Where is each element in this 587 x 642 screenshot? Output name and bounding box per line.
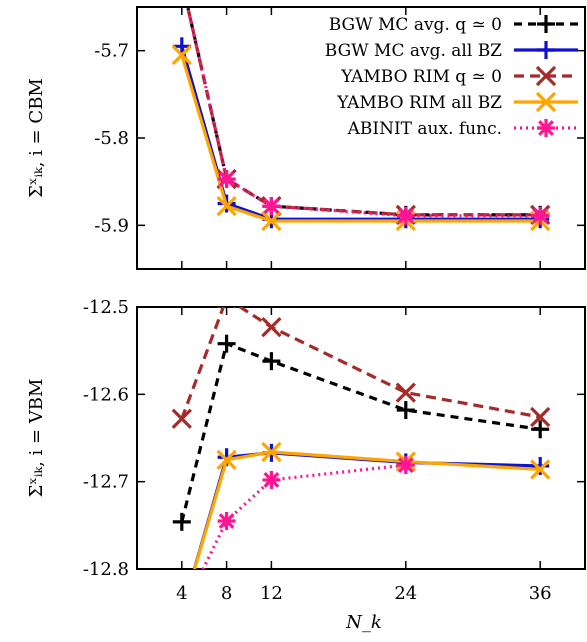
x-tick-marks-cbm: [181, 7, 541, 269]
data-point: [261, 316, 282, 338]
y-tick-label: -12.6: [83, 384, 129, 405]
x-tick-label: 8: [221, 583, 232, 604]
legend: BGW MC avg. q ≃ 0 BGW MC avg. all BZ YAMBO…: [325, 15, 578, 139]
y-tick-label: -12.5: [83, 297, 129, 318]
y-tick-label: -5.8: [94, 128, 129, 149]
data-point: [173, 604, 191, 622]
legend-label: ABINIT aux. func.: [347, 119, 502, 139]
x-tick-label: 24: [394, 583, 417, 604]
legend-entry-3: YAMBO RIM q ≃ 0: [340, 65, 578, 87]
legend-marker: [535, 65, 557, 87]
y-tick-label: -5.9: [94, 215, 129, 236]
panel-vbm: -12.5 -12.6 -12.7 -12.8 Σˣᵢₖ, i = VBM: [26, 297, 586, 622]
data-point: [396, 456, 415, 475]
data-point: [217, 511, 236, 530]
legend-entry-1: BGW MC avg. q ≃ 0: [329, 15, 578, 35]
data-point: [216, 449, 237, 470]
legend-label: YAMBO RIM q ≃ 0: [340, 67, 502, 87]
data-point: [216, 195, 237, 217]
y-ticks-cbm: -5.7 -5.8 -5.9: [94, 41, 585, 236]
data-point: [530, 406, 551, 428]
data-point: [395, 382, 416, 403]
series-cbm: [171, 7, 551, 232]
data-point: [172, 512, 191, 531]
legend-label: BGW MC avg. q ≃ 0: [329, 15, 502, 35]
series-line: [192, 451, 541, 569]
data-point: [173, 604, 191, 622]
legend-marker: [537, 119, 555, 137]
y-axis-label-vbm: Σˣᵢₖ, i = VBM: [26, 379, 47, 498]
legend-label: BGW MC avg. all BZ: [325, 41, 502, 61]
legend-marker: [537, 15, 555, 33]
series-cbm-5: [186, 7, 550, 225]
x-tick-labels: 4 8 12 24 36: [176, 583, 552, 604]
data-point: [171, 408, 192, 429]
series-vbm-3: [171, 307, 551, 429]
legend-marker: [537, 41, 555, 59]
legend-entry-2: BGW MC avg. all BZ: [325, 41, 578, 61]
x-axis-label: N_k: [345, 612, 382, 633]
plot-frame-vbm: [136, 306, 586, 570]
data-point: [173, 604, 191, 622]
data-point: [396, 206, 415, 225]
y-ticks-vbm: -12.5 -12.6 -12.7 -12.8: [83, 297, 585, 580]
y-tick-label: -12.8: [83, 559, 129, 580]
data-point: [531, 206, 550, 225]
series-line: [192, 450, 541, 569]
data-point: [172, 37, 191, 56]
data-point: [262, 197, 281, 216]
data-point: [531, 456, 550, 475]
series-line: [180, 307, 541, 420]
x-tick-marks-vbm: [181, 307, 541, 569]
data-point: [217, 334, 236, 353]
y-tick-label: -12.7: [83, 472, 129, 493]
data-point: [396, 401, 415, 420]
data-point: [262, 352, 281, 371]
data-point: [261, 210, 282, 232]
panel-cbm: -5.7 -5.8 -5.9 Σˣᵢₖ, i = CBM: [26, 6, 586, 270]
y-axis-label-cbm: Σˣᵢₖ, i = CBM: [26, 78, 47, 198]
data-point: [261, 441, 282, 463]
series-vbm-1: [172, 334, 550, 531]
x-tick-label: 4: [176, 583, 187, 604]
legend-marker: [535, 91, 557, 113]
series-vbm: [171, 307, 551, 622]
series-line: [186, 7, 541, 217]
series-vbm-5: [173, 456, 415, 622]
series-line: [201, 463, 406, 569]
data-point: [171, 44, 192, 66]
y-tick-label: -5.7: [94, 41, 129, 62]
x-tick-label: 12: [260, 583, 283, 604]
data-point: [217, 170, 236, 189]
data-point: [262, 470, 281, 489]
data-point: [217, 307, 236, 309]
legend-entry-4: YAMBO RIM all BZ: [336, 91, 578, 113]
legend-entry-5: ABINIT aux. func.: [347, 119, 578, 139]
x-tick-label: 36: [529, 583, 552, 604]
data-point: [531, 420, 550, 439]
data-point: [530, 459, 551, 480]
legend-label: YAMBO RIM all BZ: [336, 93, 502, 113]
